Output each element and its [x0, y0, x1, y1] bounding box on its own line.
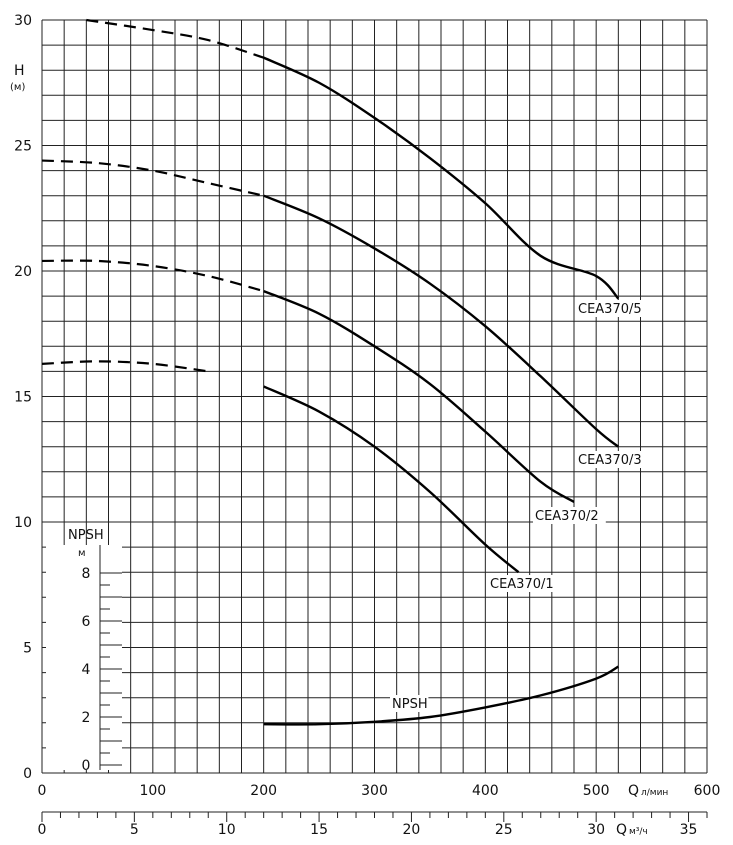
npsh-tick-label: 8: [82, 566, 91, 582]
npsh-tick-label: 2: [82, 710, 91, 726]
y-tick-label: 5: [23, 641, 32, 657]
series-cea370-3-line: [263, 194, 620, 448]
series-label-cea370-2: CEA370/2: [535, 509, 599, 524]
series-cea370-1-dashed: [41, 360, 209, 373]
npsh-tick-label: 4: [82, 662, 91, 678]
y-axis-title: H: [14, 63, 25, 79]
npsh-axis-title: NPSH: [68, 528, 104, 543]
x-tick-label: 0: [38, 783, 47, 799]
series-label-bg: [576, 451, 649, 468]
x2-tick-label: 15: [310, 822, 328, 838]
y-tick-label: 0: [23, 766, 32, 782]
x2-tick-label: 5: [130, 822, 139, 838]
x2-tick-label: 25: [495, 822, 513, 838]
series-label-cea370-3: CEA370/3: [578, 453, 642, 468]
y-tick-label: 20: [14, 264, 32, 280]
x-axis-secondary-title: Q: [616, 822, 627, 838]
series-npsh-line: [263, 665, 619, 726]
series: CEA370/5 CEA370/3 CEA370/2 CEA370/1 NPSH: [41, 18, 649, 726]
series-label-bg: [390, 695, 429, 712]
y-tick-label: 25: [14, 139, 32, 155]
x-tick-label: 500: [583, 783, 610, 799]
npsh-tick-label: 6: [82, 614, 91, 630]
x-tick-label: 200: [250, 783, 277, 799]
x2-tick-label: 10: [218, 822, 236, 838]
series-label-bg: [488, 575, 561, 592]
series-label-npsh: NPSH: [392, 697, 428, 712]
series-label-cea370-5: CEA370/5: [578, 302, 642, 317]
npsh-axis-unit: м: [78, 548, 86, 559]
series-label-bg: [533, 507, 606, 524]
x-tick-label: 600: [694, 783, 721, 799]
x2-tick-label: 20: [403, 822, 421, 838]
x-axis-primary-title: Q: [628, 783, 639, 799]
y-tick-label: 30: [14, 13, 32, 29]
x-tick-label: 400: [472, 783, 499, 799]
series-cea370-1-line: [263, 385, 520, 574]
x2-tick-label: 0: [38, 822, 47, 838]
series-cea370-5-line: [263, 56, 620, 300]
x-tick-label: 300: [361, 783, 388, 799]
x-axis-primary-unit: л/мин: [641, 788, 668, 798]
x-axis-secondary-unit: м³/ч: [629, 827, 648, 837]
series-cea370-5-dashed: [86, 18, 264, 59]
axes: H (м) NPSH м Q л/мин Q м³/ч: [10, 63, 668, 838]
grid: [41, 19, 708, 774]
series-label-bg: [576, 300, 649, 317]
x2-tick-label: 35: [680, 822, 698, 838]
series-label-cea370-1: CEA370/1: [490, 577, 554, 592]
y-tick-label: 15: [14, 390, 32, 406]
series-cea370-2-line: [263, 289, 575, 503]
y-tick-label: 10: [14, 515, 32, 531]
y-axis-unit: (м): [10, 82, 25, 93]
x2-tick-label: 30: [587, 822, 605, 838]
npsh-tick-label: 0: [82, 758, 91, 774]
x-tick-label: 100: [139, 783, 166, 799]
